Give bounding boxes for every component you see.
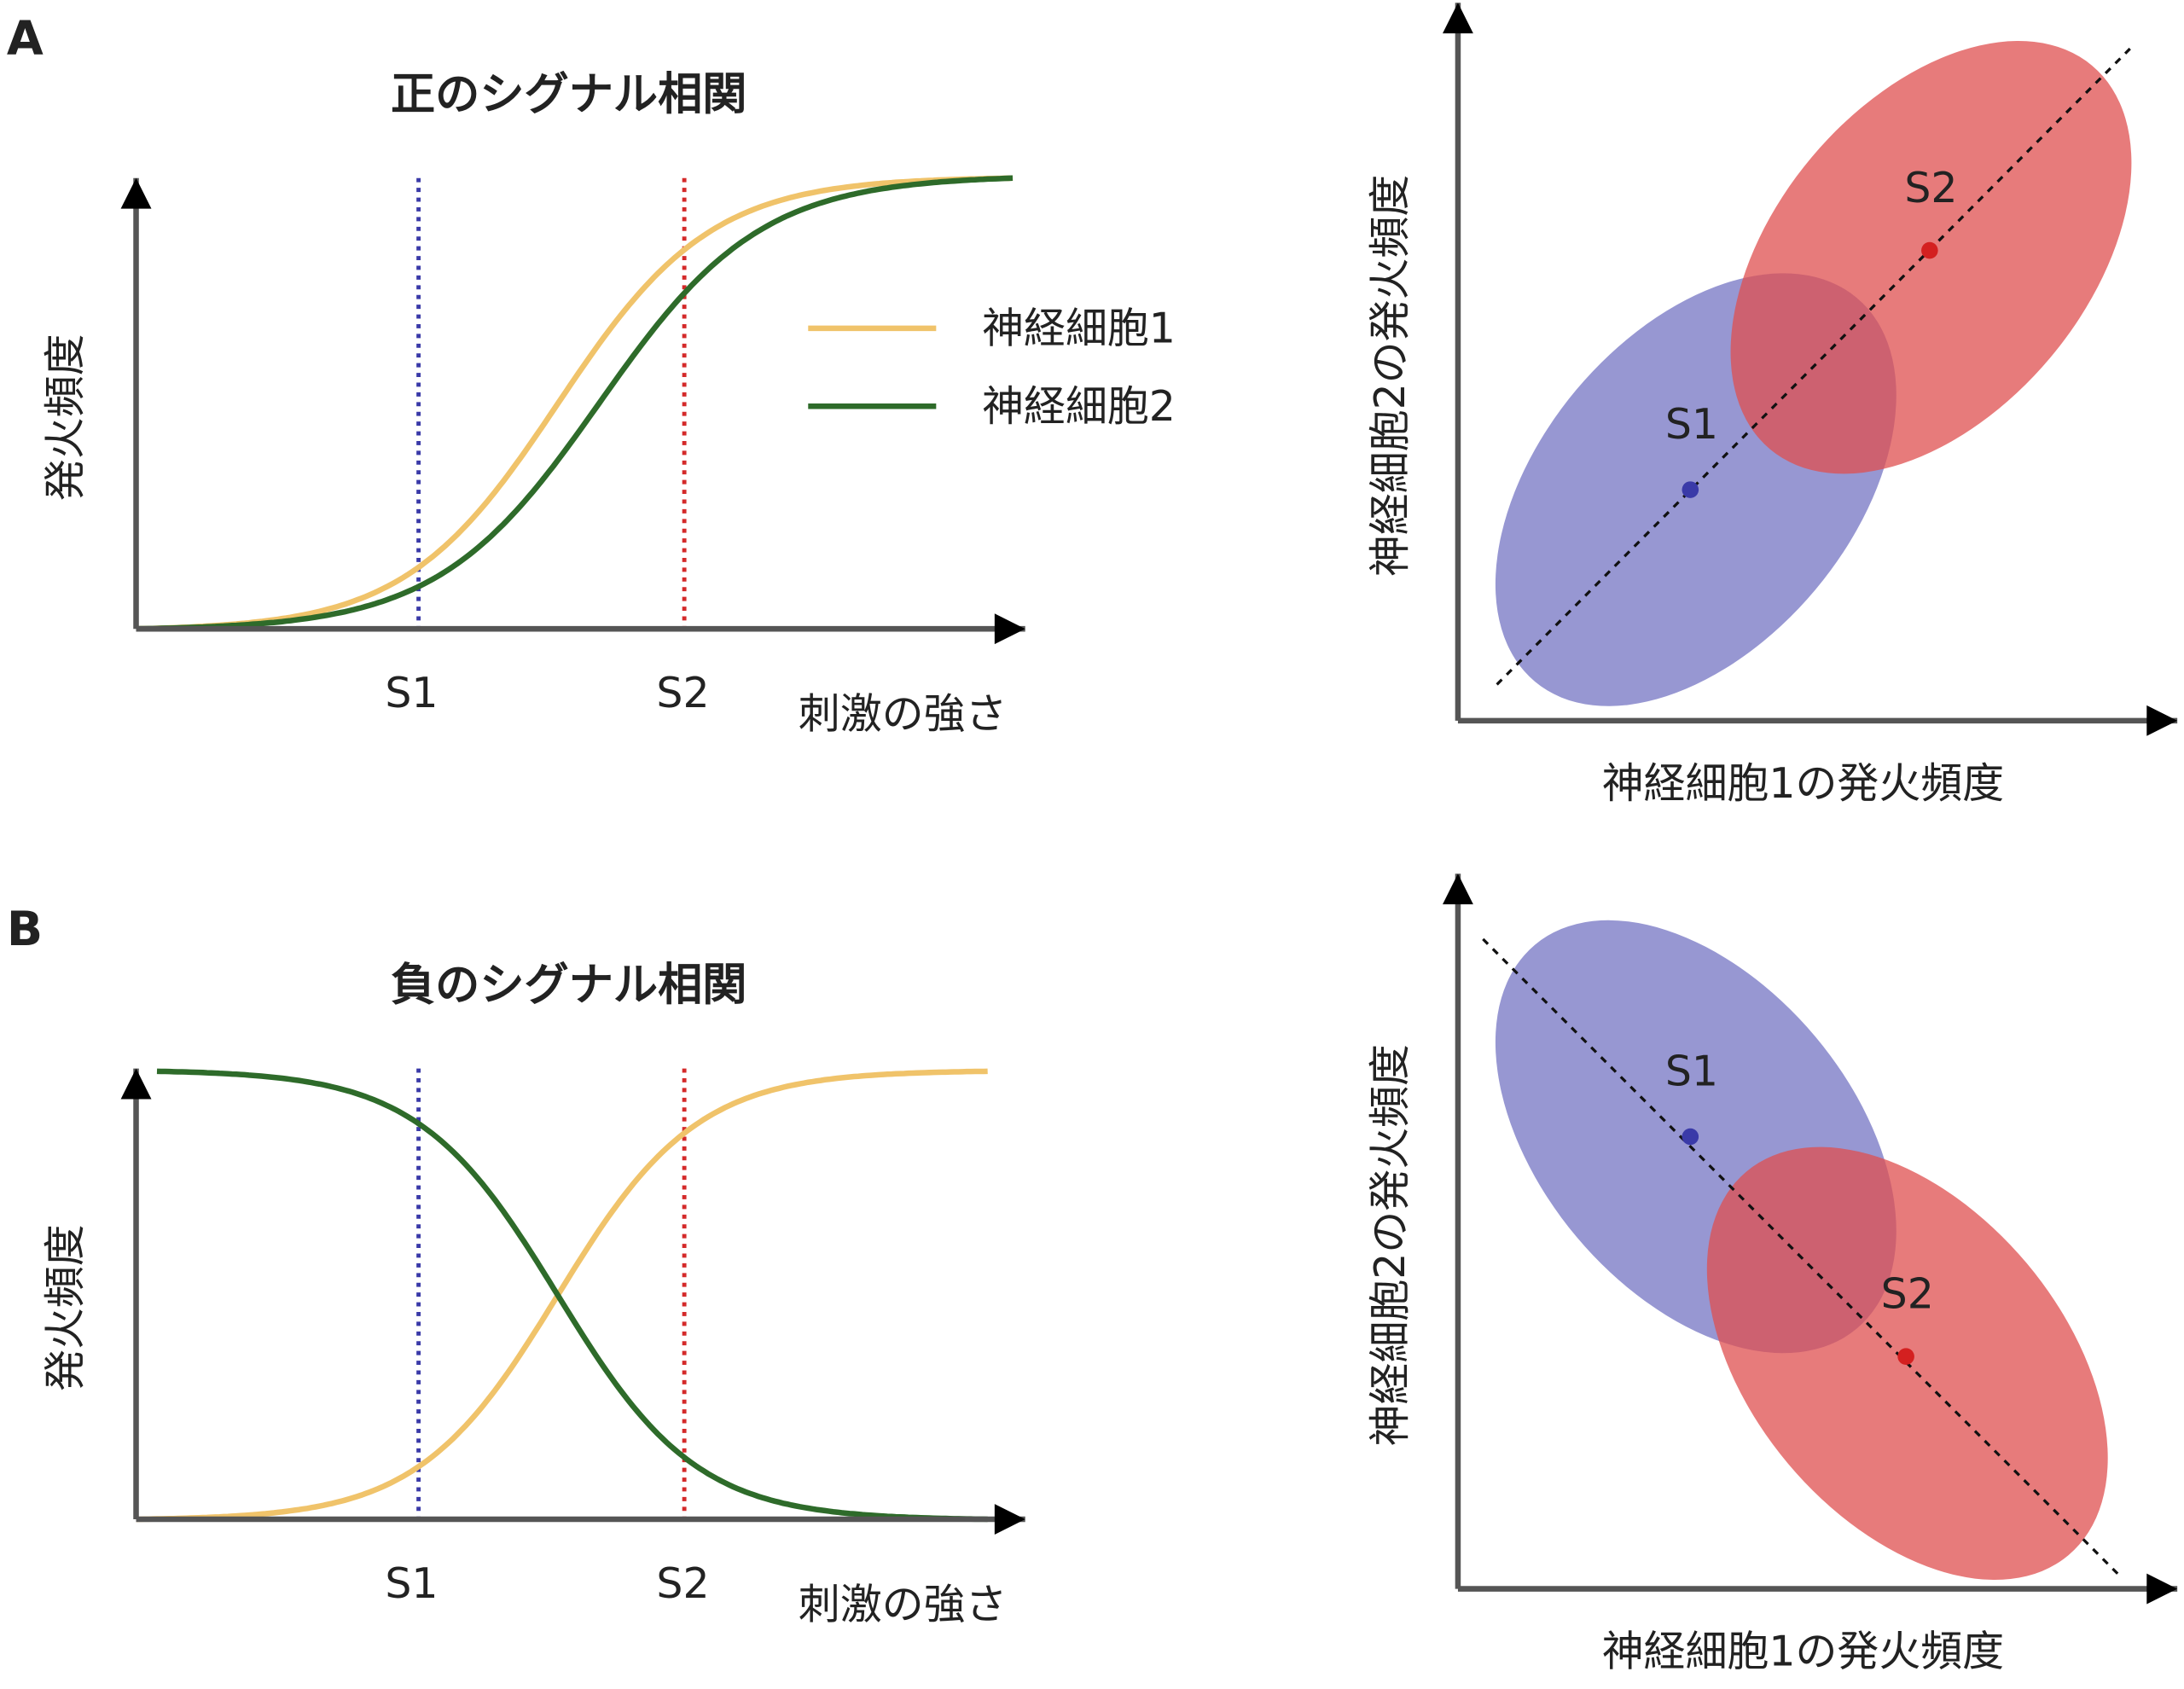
- y-axis-label: 発火頻度: [41, 334, 90, 501]
- axis-arrow: [120, 177, 152, 209]
- panel-title: 正のシグナル相関: [391, 69, 747, 120]
- y-axis-label: 神経細胞2の発火頻度: [1366, 175, 1414, 577]
- correlation-line: [1482, 937, 2120, 1576]
- response-curve: [136, 1068, 988, 1523]
- mean-point: [1921, 241, 1938, 259]
- point-label: S2: [1904, 164, 1957, 212]
- y-axis-label: 神経細胞2の発火頻度: [1366, 1044, 1414, 1446]
- axis-arrow: [2146, 1573, 2178, 1605]
- point-label: S2: [1881, 1270, 1934, 1319]
- point-label: S1: [1665, 400, 1718, 449]
- y-axis-label: 発火頻度: [41, 1224, 90, 1391]
- panel-label: B: [7, 903, 43, 957]
- stimulus-label: S1: [385, 1559, 438, 1608]
- stimulus-label: S2: [656, 1559, 709, 1608]
- legend-label: 神経細胞1: [982, 305, 1176, 353]
- axis-arrow: [2146, 705, 2178, 736]
- correlation-line: [1496, 47, 2131, 686]
- x-axis-label: 神経細胞1の発火頻度: [1602, 759, 2004, 808]
- axis-arrow: [1443, 874, 1473, 905]
- x-axis-label: 刺激の強さ: [799, 1580, 1008, 1628]
- axis-arrow: [994, 613, 1025, 645]
- x-axis-label: 神経細胞1の発火頻度: [1602, 1628, 2004, 1676]
- panel-title: 負のシグナル相関: [391, 960, 747, 1011]
- response-curve: [156, 1068, 988, 1523]
- axis-arrow: [994, 1504, 1025, 1535]
- axis-arrow: [120, 1068, 152, 1100]
- mean-point: [1682, 481, 1699, 498]
- x-axis-label: 刺激の強さ: [799, 689, 1008, 738]
- stimulus-label: S2: [656, 669, 709, 717]
- point-label: S1: [1665, 1048, 1718, 1096]
- stimulus-label: S1: [385, 669, 438, 717]
- mean-point: [1682, 1128, 1699, 1146]
- mean-point: [1897, 1348, 1914, 1365]
- axis-arrow: [1443, 3, 1473, 34]
- response-curve: [136, 175, 1014, 632]
- legend-label: 神経細胞2: [982, 382, 1176, 431]
- response-curve: [136, 175, 1014, 632]
- panel-label: A: [7, 12, 44, 67]
